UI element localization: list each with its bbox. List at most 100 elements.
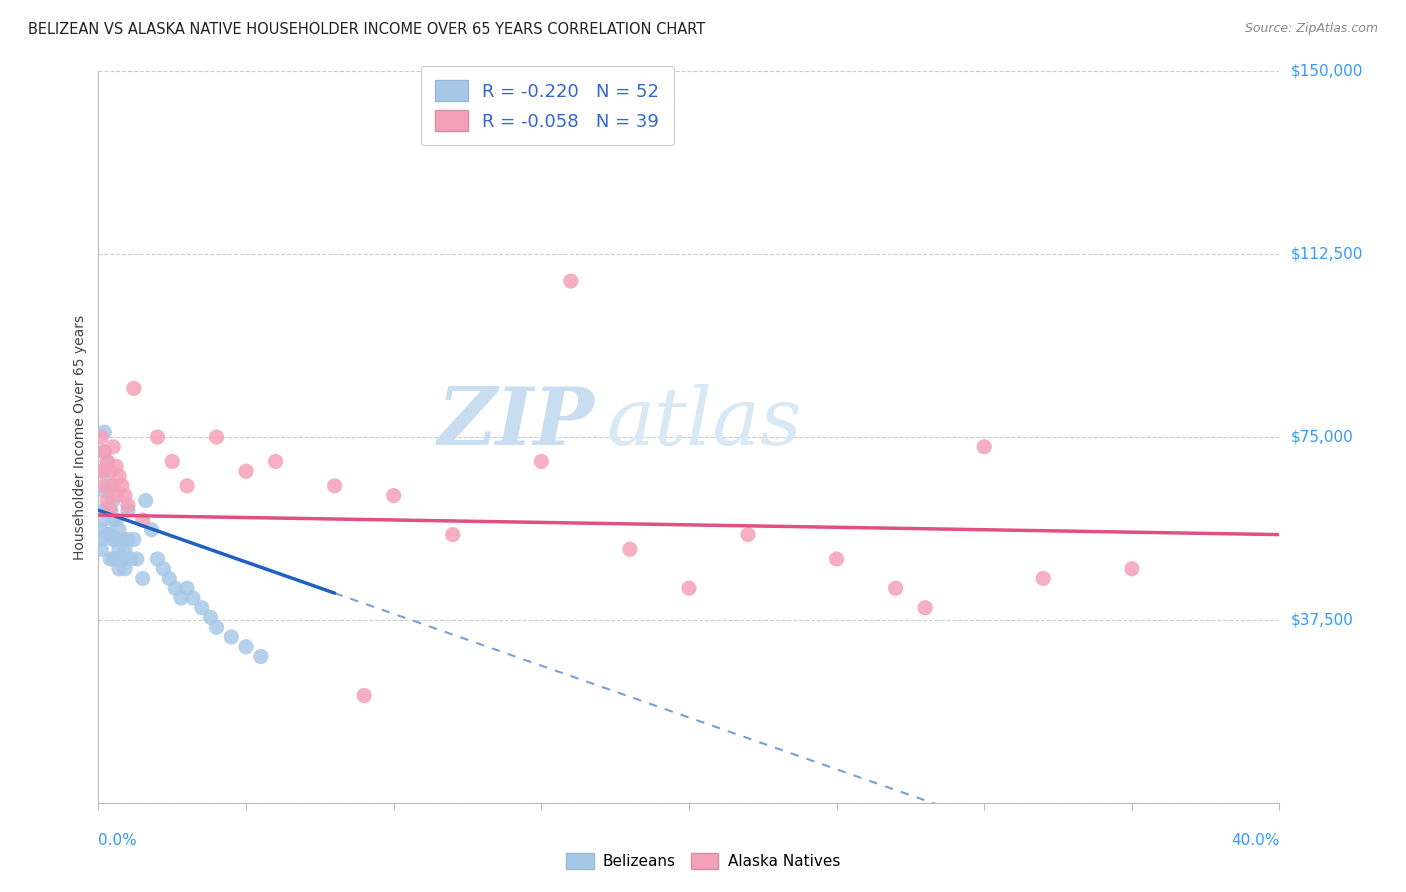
Point: [146, 430, 169, 444]
Point: [93, 425, 115, 440]
Point: [105, 513, 128, 527]
Point: [162, 454, 183, 468]
Point: [98, 503, 121, 517]
Point: [105, 552, 128, 566]
Point: [90, 542, 112, 557]
Text: $150,000: $150,000: [1291, 64, 1362, 78]
Point: [125, 552, 148, 566]
Point: [530, 454, 553, 468]
Text: $75,000: $75,000: [1291, 430, 1354, 444]
Point: [114, 489, 136, 503]
Point: [93, 444, 115, 458]
Point: [93, 479, 115, 493]
Point: [103, 479, 125, 493]
Text: $37,500: $37,500: [1291, 613, 1354, 627]
Point: [176, 479, 198, 493]
Point: [235, 640, 257, 654]
Point: [264, 454, 287, 468]
Point: [93, 483, 115, 498]
Point: [105, 459, 128, 474]
Point: [200, 610, 222, 624]
Point: [205, 430, 228, 444]
Text: ZIP: ZIP: [437, 384, 595, 461]
Point: [441, 527, 464, 541]
Point: [98, 503, 121, 517]
Point: [122, 381, 145, 395]
Point: [1121, 562, 1143, 576]
Text: BELIZEAN VS ALASKA NATIVE HOUSEHOLDER INCOME OVER 65 YEARS CORRELATION CHART: BELIZEAN VS ALASKA NATIVE HOUSEHOLDER IN…: [28, 22, 706, 37]
Point: [146, 552, 169, 566]
Point: [90, 430, 112, 444]
Point: [90, 464, 112, 478]
Point: [114, 562, 136, 576]
Text: 0.0%: 0.0%: [98, 833, 138, 848]
Point: [93, 444, 115, 458]
Point: [737, 527, 759, 541]
Point: [122, 533, 145, 547]
Text: 40.0%: 40.0%: [1232, 833, 1279, 848]
Point: [108, 562, 131, 576]
Point: [96, 454, 118, 468]
Point: [98, 552, 121, 566]
Point: [103, 513, 125, 527]
Point: [205, 620, 228, 634]
Point: [103, 533, 125, 547]
Point: [157, 572, 180, 586]
Point: [111, 552, 134, 566]
Point: [117, 503, 139, 517]
Point: [382, 489, 405, 503]
Point: [93, 503, 115, 517]
Point: [96, 479, 118, 493]
Point: [117, 499, 139, 513]
Point: [825, 552, 848, 566]
Point: [235, 464, 257, 478]
Point: [914, 600, 936, 615]
Point: [1032, 572, 1054, 586]
Point: [135, 493, 157, 508]
Point: [114, 542, 136, 557]
Text: Source: ZipAtlas.com: Source: ZipAtlas.com: [1244, 22, 1378, 36]
Point: [132, 513, 155, 527]
Point: [111, 479, 134, 493]
Point: [165, 581, 187, 595]
Text: $112,500: $112,500: [1291, 247, 1362, 261]
Point: [221, 630, 243, 644]
Point: [132, 572, 155, 586]
Point: [191, 600, 214, 615]
Point: [250, 649, 273, 664]
Text: atlas: atlas: [606, 384, 801, 461]
Point: [176, 581, 198, 595]
Point: [120, 552, 142, 566]
Point: [105, 533, 128, 547]
Point: [108, 469, 131, 483]
Point: [678, 581, 700, 595]
Point: [90, 513, 112, 527]
Point: [108, 523, 131, 537]
Point: [90, 533, 112, 547]
Point: [884, 581, 907, 595]
Legend: R = -0.220   N = 52, R = -0.058   N = 39: R = -0.220 N = 52, R = -0.058 N = 39: [420, 66, 673, 145]
Point: [141, 523, 163, 537]
Point: [96, 503, 118, 517]
Legend: Belizeans, Alaska Natives: Belizeans, Alaska Natives: [560, 847, 846, 875]
Point: [96, 527, 118, 541]
Point: [170, 591, 193, 605]
Point: [152, 562, 174, 576]
Y-axis label: Householder Income Over 65 years: Householder Income Over 65 years: [73, 315, 87, 559]
Point: [323, 479, 346, 493]
Point: [90, 523, 112, 537]
Point: [103, 493, 125, 508]
Point: [103, 440, 125, 454]
Point: [98, 464, 121, 478]
Point: [973, 440, 995, 454]
Point: [619, 542, 641, 557]
Point: [181, 591, 204, 605]
Point: [96, 493, 118, 508]
Point: [108, 542, 131, 557]
Point: [105, 489, 128, 503]
Point: [93, 464, 115, 478]
Point: [98, 479, 121, 493]
Point: [353, 689, 375, 703]
Point: [111, 533, 134, 547]
Point: [103, 552, 125, 566]
